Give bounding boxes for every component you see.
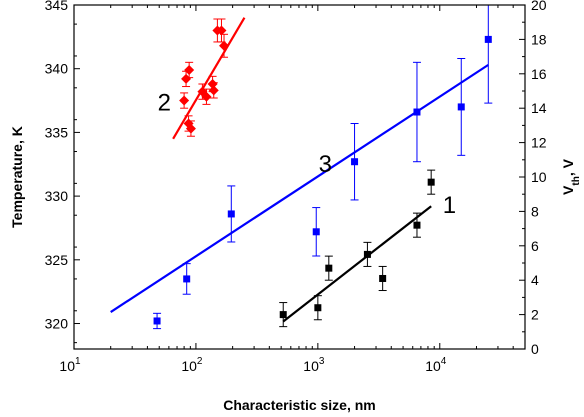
series-2-point [207,78,218,89]
y-left-tick-label: 330 [45,188,69,204]
x-tick-label: 104 [425,356,447,374]
y-left-tick-label: 320 [45,316,69,332]
series-1-point [363,250,371,258]
series-2-point [201,91,212,102]
series-1-point [279,311,287,319]
y-right-axis-title-sub: th [571,176,582,185]
y-right-axis-title-suffix: , V [560,158,576,176]
series-1-point [427,178,435,186]
series-3-point [183,275,191,283]
x-axis-ticks: 101 102 103 104 [59,5,526,374]
y-right-tick-label: 6 [531,238,539,254]
x-tick-label: 103 [303,356,325,374]
series-1-point [413,221,421,229]
series-2-point [181,73,192,84]
y-right-tick-label: 10 [531,169,547,185]
series-3-point [413,108,421,116]
x-tick-label: 101 [59,356,81,374]
series-3-point [484,35,492,43]
y-left-tick-label: 325 [45,252,69,268]
y-right-tick-label: 18 [531,31,547,47]
y-left-axis-title: Temperature, K [9,126,25,228]
curve-label-2: 2 [158,90,171,117]
y-right-tick-label: 16 [531,66,547,82]
curve-label-1: 1 [443,192,456,219]
y-right-axis-title-main: V [560,185,576,195]
annotation-layer: 2 3 1 [158,90,457,219]
series-3-fit-line [110,63,489,313]
series-3-point [351,158,359,166]
series-2-point [219,40,230,51]
y-right-tick-label: 20 [531,0,547,13]
y-left-axis-ticks: 320 325 330 335 340 345 [45,0,80,344]
y-right-axis-ticks: 0 2 4 6 8 10 12 14 16 18 20 [519,0,547,357]
series-2 [172,17,246,140]
series-layer [110,5,493,330]
y-right-tick-label: 0 [531,341,539,357]
curve-label-3: 3 [319,151,332,178]
plot-frame [73,4,526,350]
y-right-tick-label: 2 [531,307,539,323]
series-2-point [216,25,227,36]
series-2-point [184,64,195,75]
series-3-point [227,210,235,218]
series-2-point [208,85,219,96]
x-tick-label: 102 [181,356,203,374]
series-1 [279,169,436,328]
series-3-point [457,103,465,111]
series-1-point [314,304,322,312]
series-3-point [153,317,161,325]
y-left-tick-label: 335 [45,124,69,140]
x-axis-title: Characteristic size, nm [223,397,376,413]
series-2-point [179,95,190,106]
y-left-tick-label: 340 [45,61,69,77]
y-right-tick-label: 4 [531,272,539,288]
series-3-point [312,228,320,236]
series-1-fit-line [282,205,432,323]
series-2-point [185,123,196,134]
y-right-tick-label: 8 [531,203,539,219]
series-1-point [325,264,333,272]
y-right-tick-label: 14 [531,100,547,116]
series-2-fit-line [172,17,246,140]
y-left-tick-label: 345 [45,0,69,13]
y-right-tick-label: 12 [531,135,547,151]
y-right-axis-title: Vth, V [560,158,582,195]
series-3 [110,5,493,330]
series-1-point [379,274,387,282]
